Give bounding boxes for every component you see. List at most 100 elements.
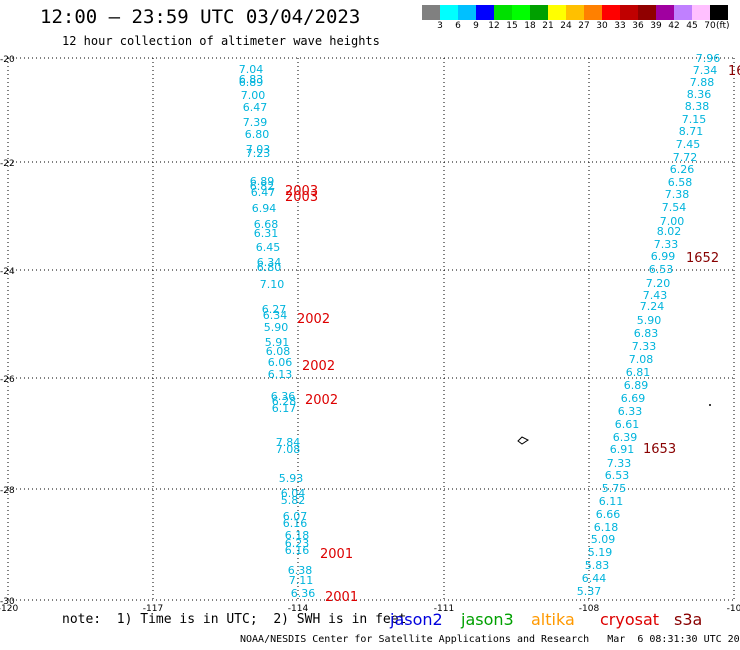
- legend-tick-label: 70: [704, 21, 716, 31]
- swh-value: 6.83: [634, 327, 659, 340]
- satellite-legend-cryosat: cryosat: [600, 610, 660, 629]
- swh-value: 7.23: [246, 147, 271, 160]
- x-axis-label: -108: [579, 604, 600, 614]
- swh-value: 7.54: [662, 201, 687, 214]
- legend-swatch: [566, 5, 584, 20]
- swh-value: 6.31: [254, 227, 279, 240]
- swh-value: 6.27: [262, 303, 287, 316]
- swh-value: 8.02: [657, 225, 682, 238]
- y-axis-label: -28: [0, 486, 15, 496]
- footer-note: note: 1) Time is in UTC; 2) SWH is in fe…: [62, 612, 407, 627]
- legend-tick-label: 30: [596, 21, 608, 31]
- swh-value: 6.81: [626, 366, 651, 379]
- legend-tick-label: 12: [488, 21, 500, 31]
- swh-value: 6.45: [256, 241, 281, 254]
- legend-tick-label: 24: [560, 21, 572, 31]
- swh-value: 7.38: [665, 188, 690, 201]
- swh-value: 8.71: [679, 125, 704, 138]
- y-axis-label: -26: [0, 375, 15, 385]
- pass-time-label: 16: [728, 64, 740, 79]
- y-axis-label: -24: [0, 267, 15, 277]
- swh-value: 6.28: [272, 395, 297, 408]
- pass-time-label: 2001: [320, 547, 353, 562]
- pass-time-label: 1653: [643, 442, 676, 457]
- page-subtitle: 12 hour collection of altimeter wave hei…: [62, 34, 380, 48]
- pass-time-label: 2003: [285, 190, 318, 205]
- swh-value: 7.34: [693, 64, 718, 77]
- swh-value: 8.38: [685, 100, 710, 113]
- swh-value: 6.89: [624, 379, 649, 392]
- legend-tick-label: 18: [524, 21, 536, 31]
- legend-swatch: [692, 5, 710, 20]
- swh-value: 7.96: [696, 52, 721, 65]
- footer-credit: NOAA/NESDIS Center for Satellite Applica…: [240, 634, 740, 645]
- swh-value: 5.90: [264, 321, 289, 334]
- plot-area: [8, 58, 734, 600]
- swh-value: 7.04: [239, 63, 264, 76]
- swh-value: 6.36: [291, 587, 316, 600]
- legend-tick-label: 3: [437, 21, 443, 31]
- swh-value: 6.94: [252, 202, 277, 215]
- legend-tick-label: 33: [614, 21, 626, 31]
- legend-swatch: [476, 5, 494, 20]
- swh-value: 6.69: [621, 392, 646, 405]
- swh-value: 7.33: [632, 340, 657, 353]
- legend-swatch: [584, 5, 602, 20]
- swh-value: 6.23: [285, 537, 310, 550]
- legend-swatch: [494, 5, 512, 20]
- legend-tick-label: 45: [686, 21, 698, 31]
- swh-value: 6.38: [288, 564, 313, 577]
- swh-value: 5.83: [585, 559, 610, 572]
- legend-swatch: [458, 5, 476, 20]
- satellite-legend-altika: altika: [531, 610, 575, 629]
- legend-swatch: [440, 5, 458, 20]
- swh-value: 6.89: [250, 175, 275, 188]
- legend-tick-label: 6: [455, 21, 461, 31]
- swh-value: 6.18: [285, 529, 310, 542]
- swh-value: 6.53: [649, 263, 674, 276]
- swh-value: 6.36: [271, 390, 296, 403]
- swh-value: 6.89: [239, 76, 264, 89]
- swh-value: 6.16: [285, 544, 310, 557]
- page-title: 12:00 – 23:59 UTC 03/04/2023: [40, 6, 361, 28]
- legend-swatch: [602, 5, 620, 20]
- legend-tick-label: 27: [578, 21, 590, 31]
- swh-value: 6.33: [618, 405, 643, 418]
- swh-value: 7.00: [241, 89, 266, 102]
- swh-value: 6.06: [268, 356, 293, 369]
- legend-tick-label: 42: [668, 21, 680, 31]
- x-axis-label: -117: [143, 604, 163, 614]
- y-axis-label: -22: [0, 159, 15, 169]
- swh-value: 6.61: [615, 418, 640, 431]
- swh-value: 6.53: [605, 469, 630, 482]
- swh-value: 7.43: [643, 289, 668, 302]
- legend-tick-label: 15: [506, 21, 518, 31]
- pass-time-label: 2002: [302, 359, 335, 374]
- swh-value: 6.18: [594, 521, 619, 534]
- legend-swatch: [710, 5, 728, 20]
- swh-value: 6.80: [257, 261, 282, 274]
- swh-value: 7.15: [682, 113, 707, 126]
- swh-value: 7.03: [246, 143, 271, 156]
- swh-value: 6.66: [596, 508, 621, 521]
- satellite-legend-jason2: jason2: [390, 610, 443, 629]
- swh-value: 8.36: [687, 88, 712, 101]
- swh-value: 6.13: [268, 368, 293, 381]
- legend-tick-label: 39: [650, 21, 662, 31]
- y-axis-label: -20: [0, 55, 15, 65]
- swh-value: 6.58: [668, 176, 693, 189]
- swh-value: 6.26: [670, 163, 695, 176]
- swh-value: 5.90: [637, 314, 662, 327]
- swh-value: 7.45: [676, 138, 701, 151]
- swh-value: 6.68: [254, 218, 279, 231]
- island-dot: [709, 404, 711, 406]
- swh-value: 6.44: [582, 572, 607, 585]
- legend-unit-label: (ft): [716, 21, 730, 31]
- legend-swatch: [638, 5, 656, 20]
- swh-value: 5.19: [588, 546, 613, 559]
- pass-time-label: 1652: [686, 251, 719, 266]
- pass-time-label: 2002: [305, 393, 338, 408]
- pass-time-label: 2001: [325, 590, 358, 605]
- swh-value: 7.72: [673, 151, 698, 164]
